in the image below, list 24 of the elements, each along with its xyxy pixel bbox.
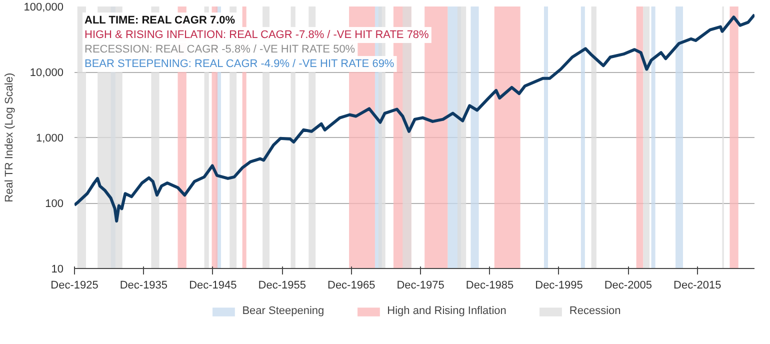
x-tick-label: Dec-2005 [604,280,652,292]
legend-label: Recession [569,305,621,317]
line-series [74,13,754,223]
x-tick-label: Dec-2015 [674,280,722,292]
annotation: ALL TIME: REAL CAGR 7.0% [84,14,236,26]
annotation: BEAR STEEPENING: REAL CAGR -4.9% / -VE HIT RATE 69% [84,58,394,70]
annotation: RECESSION: REAL CAGR -5.8% / -VE HIT RATE 50% [84,44,356,56]
x-tick-label: Dec-1955 [258,280,306,292]
y-axis-title: Real TR Index (Log Scale) [4,72,16,202]
legend-label: High and Rising Inflation [387,305,506,317]
legend-label: Bear Steepening [242,305,324,317]
y-tick-label: 100 [45,198,64,210]
y-tick-label: 1,000 [36,132,64,144]
x-tick-label: Dec-1995 [535,280,583,292]
x-tick-label: Dec-1925 [50,280,98,292]
x-tick-label: Dec-1945 [189,280,237,292]
x-tick-label: Dec-1975 [396,280,444,292]
x-tick-label: Dec-1965 [328,280,376,292]
y-tick-label: 100,000 [24,2,64,14]
y-tick-label: 10,000 [30,67,64,79]
x-tick-label: Dec-1935 [120,280,168,292]
annotation: HIGH & RISING INFLATION: REAL CAGR -7.8% / -VE HIT RATE 78% [84,29,430,41]
x-tick-label: Dec-1985 [466,280,514,292]
y-tick-label: 10 [51,264,64,276]
